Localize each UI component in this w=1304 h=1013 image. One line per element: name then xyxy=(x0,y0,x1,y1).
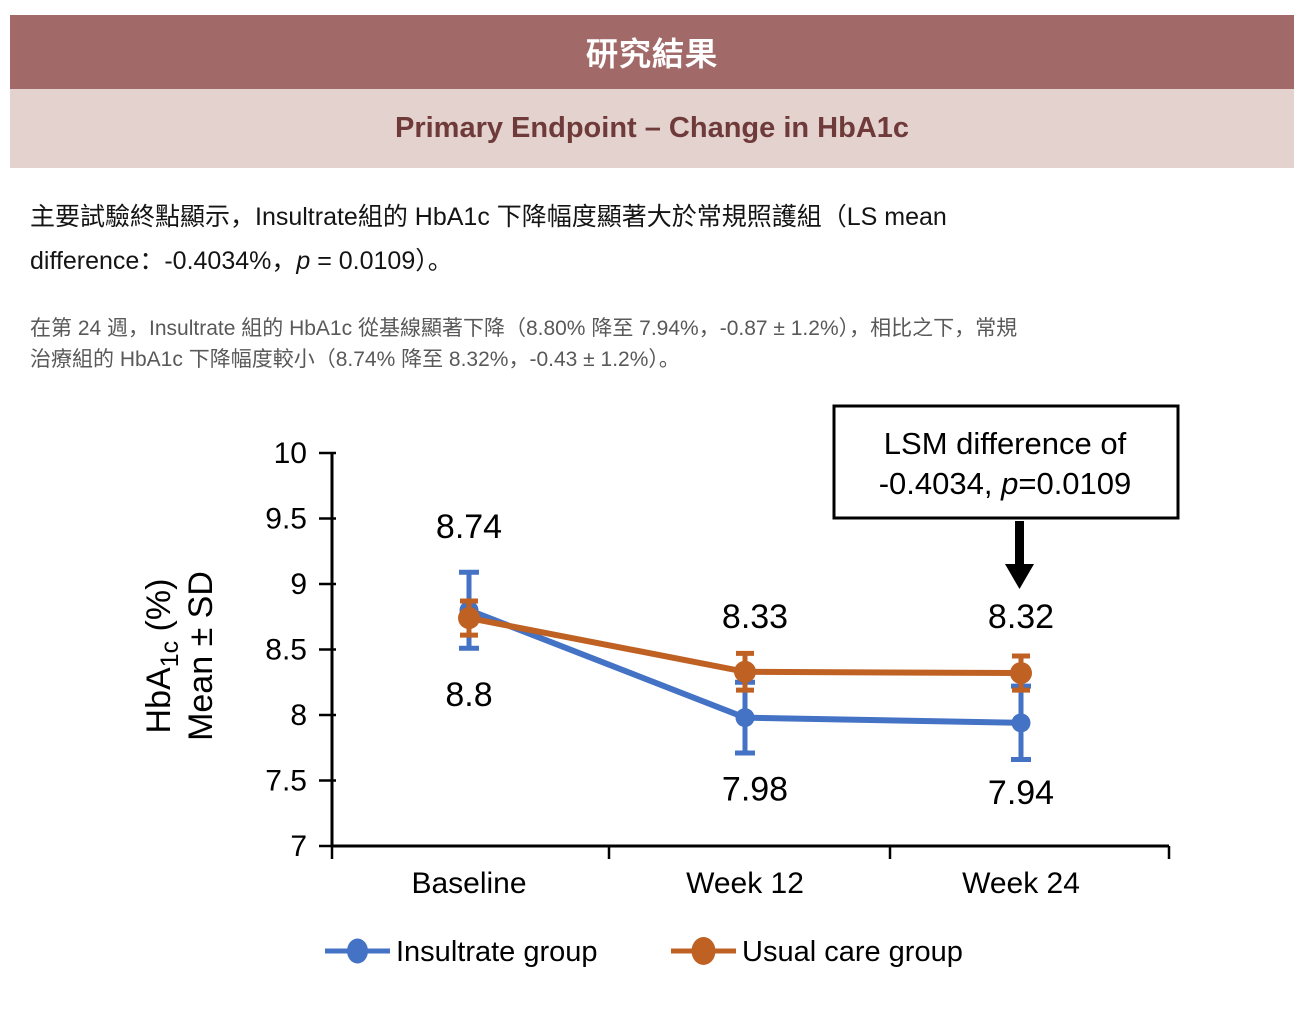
legend-item-usual-care-group: Usual care group xyxy=(671,936,963,968)
data-label: 8.33 xyxy=(722,598,788,636)
detail-paragraph: 在第 24 週，Insultrate 組的 HbA1c 從基線顯著下降（8.80… xyxy=(30,313,1274,375)
legend-marker xyxy=(347,938,368,964)
arrow-down-icon xyxy=(1005,564,1034,589)
data-label: 8.74 xyxy=(436,508,502,546)
summary-line2-pre: difference：-0.4034%， xyxy=(30,247,297,275)
series-usual-care-group: 8.74 8.33 8.32 xyxy=(436,508,1054,693)
annotation-line2: -0.4034, p=0.0109 xyxy=(879,466,1132,501)
hba1c-chart: HbA1c (%) Mean ± SD 7 7.5 8 8.5 9 9.5 10 Baseli… xyxy=(0,401,1304,999)
arrow-shaft xyxy=(1015,521,1024,565)
x-category-label: Week 12 xyxy=(686,867,804,900)
detail-line2: 治療組的 HbA1c 下降幅度較小（8.74% 降至 8.32%，-0.43 ±… xyxy=(30,348,680,371)
y-tick-label: 9.5 xyxy=(265,503,307,536)
y-tick-label: 8 xyxy=(290,699,307,732)
sub-header-title: Primary Endpoint – Change in HbA1c xyxy=(394,112,910,144)
annotation-line1: LSM difference of xyxy=(884,426,1127,461)
detail-line1: 在第 24 週，Insultrate 組的 HbA1c 從基線顯著下降（8.80… xyxy=(30,317,1018,340)
data-point xyxy=(735,708,755,728)
legend-marker xyxy=(691,937,716,965)
p-value-symbol: p xyxy=(296,247,311,275)
legend-label: Insultrate group xyxy=(396,936,598,968)
data-label: 7.94 xyxy=(988,774,1054,812)
data-point xyxy=(1011,713,1031,733)
line-chart-svg: HbA1c (%) Mean ± SD 7 7.5 8 8.5 9 9.5 10 Baseli… xyxy=(140,404,1180,968)
data-point xyxy=(1010,662,1032,685)
legend-label: Usual care group xyxy=(742,936,963,968)
legend-item-insultrate-group: Insultrate group xyxy=(325,936,598,968)
banner-header: 研究結果 xyxy=(10,15,1294,89)
data-label: 7.98 xyxy=(722,771,788,809)
x-category-label: Week 24 xyxy=(962,867,1080,900)
banner-title: 研究結果 xyxy=(585,36,718,72)
annotation-box xyxy=(832,404,1180,520)
lsm-annotation: LSM difference of -0.4034, p=0.0109 xyxy=(832,404,1180,589)
sub-header: Primary Endpoint – Change in HbA1c xyxy=(10,89,1294,168)
x-category-label: Baseline xyxy=(411,867,526,900)
y-tick-label: 7 xyxy=(290,830,307,863)
data-point xyxy=(734,660,756,683)
y-axis-title-line1: HbA1c (%) xyxy=(140,579,184,734)
y-axis-title-subscript: 1c xyxy=(156,641,184,667)
data-label: 8.8 xyxy=(445,676,492,714)
summary-paragraph: 主要試驗終點顯示，Insultrate組的 HbA1c 下降幅度顯著大於常規照護… xyxy=(30,195,1274,283)
y-tick-label: 9 xyxy=(290,568,307,601)
data-point xyxy=(458,607,480,630)
summary-line2-post: = 0.0109）。 xyxy=(310,247,453,275)
summary-line1: 主要試驗終點顯示，Insultrate組的 HbA1c 下降幅度顯著大於常規照護… xyxy=(30,203,947,231)
y-tick-label: 8.5 xyxy=(265,634,307,667)
plot-area: 7 7.5 8 8.5 9 9.5 10 Baseline Week 12 Week 24 8.8 7… xyxy=(265,437,1171,968)
annotation-p-symbol: p xyxy=(1000,466,1018,501)
y-tick-label: 10 xyxy=(274,437,307,470)
data-label: 8.32 xyxy=(988,598,1054,636)
y-tick-label: 7.5 xyxy=(265,765,307,798)
y-axis-title-line2: Mean ± SD xyxy=(182,571,220,741)
